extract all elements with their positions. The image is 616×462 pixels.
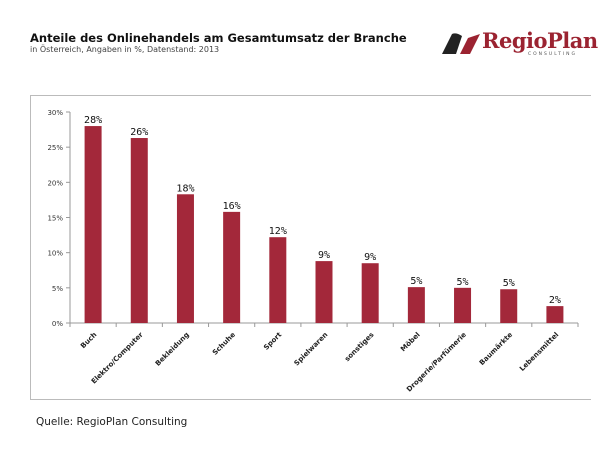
bar [269, 237, 287, 323]
data-label: 28% [84, 115, 102, 126]
bar [84, 126, 102, 323]
bar [223, 211, 241, 323]
data-label: 18% [176, 183, 194, 194]
bar [361, 263, 379, 323]
chart-title: Anteile des Onlinehandels am Gesamtumsat… [30, 31, 407, 45]
y-tick-label: 25% [47, 144, 63, 152]
x-tick-label: Baumärkte [478, 331, 514, 367]
x-tick-label: Schuhe [211, 331, 237, 357]
chart-frame [30, 95, 591, 400]
data-label: 9% [318, 250, 330, 261]
data-label: 26% [130, 127, 148, 138]
bar [315, 261, 333, 323]
x-tick-label: Möbel [399, 331, 422, 354]
data-label: 2% [549, 295, 561, 306]
y-tick-label: 15% [47, 215, 63, 223]
y-tick-label: 0% [52, 320, 63, 328]
bar [454, 287, 472, 323]
data-label: 5% [457, 277, 469, 288]
y-tick-label: 30% [47, 109, 63, 117]
bar [130, 138, 148, 323]
logo-subtext: CONSULTING [528, 52, 578, 57]
chart-subtitle: in Österreich, Angaben in %, Datenstand:… [30, 45, 220, 54]
logo-mark-icon [442, 33, 480, 54]
x-tick-label: Elektro/Computer [90, 330, 145, 385]
bar [176, 194, 194, 323]
bar [546, 306, 564, 323]
data-label: 12% [269, 226, 287, 237]
source-note: Quelle: RegioPlan Consulting [36, 416, 188, 428]
x-tick-label: sonstiges [343, 331, 375, 363]
data-label: 5% [503, 278, 515, 289]
data-label: 9% [364, 252, 376, 263]
x-tick-label: Lebensmittel [518, 331, 560, 373]
x-tick-label: Sport [262, 330, 283, 351]
x-tick-label: Bekleidung [154, 331, 191, 368]
bar [407, 287, 425, 323]
x-tick-label: Spielwaren [293, 331, 330, 368]
y-tick-label: 5% [52, 285, 63, 293]
data-label: 16% [223, 201, 241, 212]
data-label: 5% [410, 276, 422, 287]
x-tick-label: Buch [79, 331, 98, 350]
y-tick-label: 10% [47, 250, 63, 258]
regioplan-logo: RegioPlan CONSULTING [442, 28, 598, 60]
bar [500, 289, 518, 323]
logo-text: RegioPlan [482, 28, 598, 53]
y-tick-label: 20% [47, 179, 63, 187]
